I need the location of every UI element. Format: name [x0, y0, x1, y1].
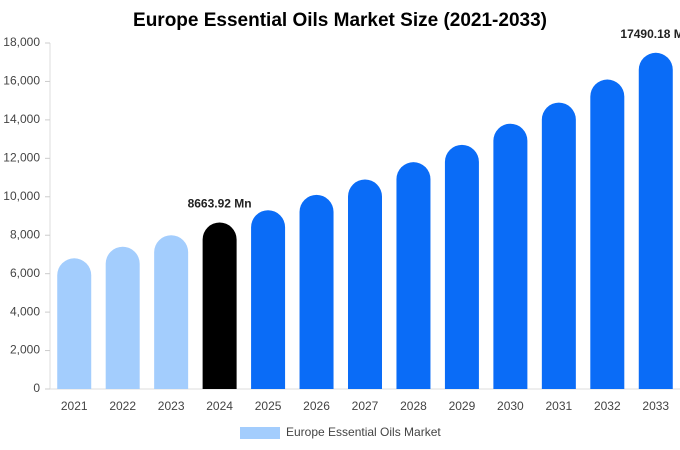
bar: [202, 222, 237, 389]
x-tick-label: 2026: [303, 399, 330, 413]
x-tick-label: 2031: [545, 399, 572, 413]
y-tick-label: 10,000: [3, 189, 40, 203]
x-tick-label: 2033: [642, 399, 669, 413]
bar: [348, 179, 382, 389]
y-tick-label: 4,000: [10, 304, 40, 318]
x-tick-label: 2028: [400, 399, 427, 413]
x-tick-label: 2023: [158, 399, 185, 413]
bar: [299, 194, 334, 389]
x-tick-label: 2024: [206, 399, 233, 413]
bar: [57, 258, 92, 389]
bar: [541, 102, 576, 389]
bar: [590, 79, 625, 390]
y-tick-label: 8,000: [10, 227, 40, 241]
y-tick-label: 6,000: [10, 266, 40, 280]
y-tick-label: 2,000: [10, 343, 40, 357]
value-label: 17490.18 Mn: [620, 27, 680, 41]
legend-label: Europe Essential Oils Market: [286, 425, 441, 439]
x-tick-label: 2022: [109, 399, 136, 413]
x-tick-label: 2021: [61, 399, 88, 413]
chart-title: Europe Essential Oils Market Size (2021-…: [133, 10, 547, 31]
bar: [251, 210, 286, 389]
y-tick-label: 14,000: [3, 112, 40, 126]
bar: [154, 235, 189, 389]
bar: [105, 246, 140, 389]
value-label: 8663.92 Mn: [188, 197, 252, 211]
bar: [493, 123, 528, 389]
bar: [396, 162, 431, 389]
y-tick-label: 16,000: [3, 74, 40, 88]
x-tick-label: 2025: [255, 399, 282, 413]
x-tick-label: 2032: [594, 399, 621, 413]
bar: [638, 52, 673, 390]
y-tick-label: 0: [33, 381, 40, 395]
bar: [444, 144, 479, 389]
x-tick-label: 2030: [497, 399, 524, 413]
x-tick-label: 2027: [352, 399, 379, 413]
x-tick-label: 2029: [449, 399, 476, 413]
y-tick-label: 12,000: [3, 151, 40, 165]
y-tick-label: 18,000: [3, 35, 40, 49]
legend-swatch: [240, 427, 280, 439]
